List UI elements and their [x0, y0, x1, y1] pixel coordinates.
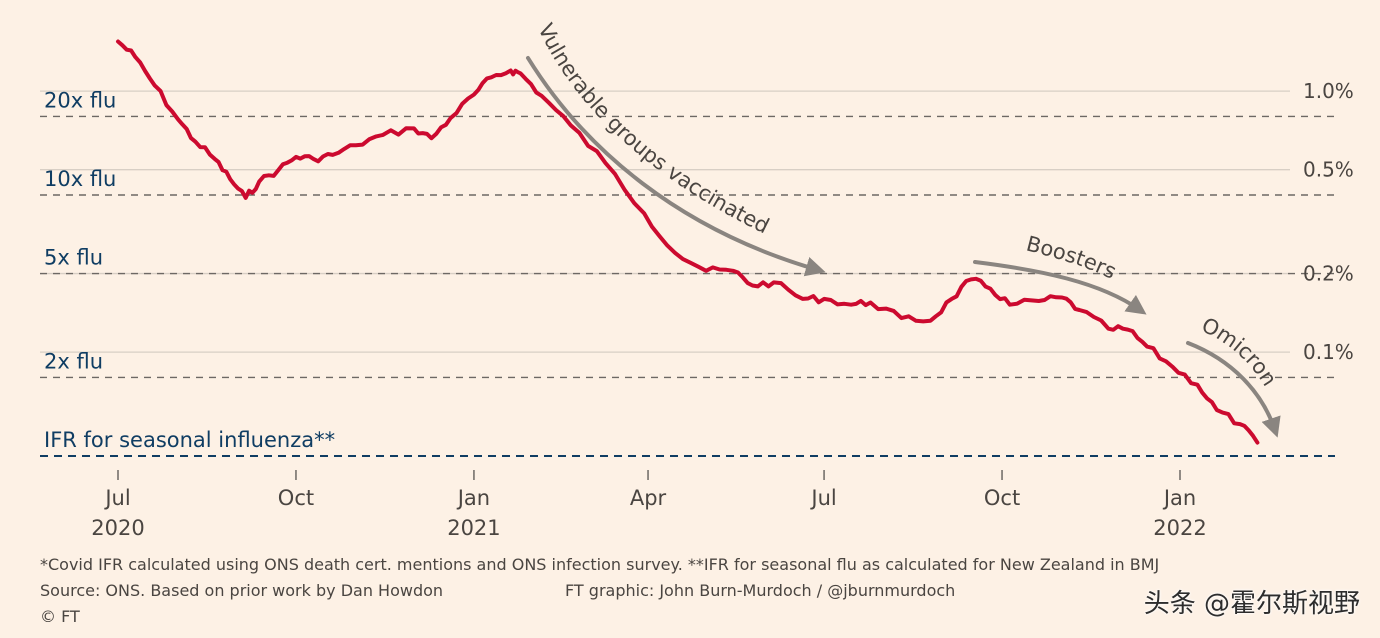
reference-label: IFR for seasonal influenza** — [44, 428, 335, 452]
annotation-label: Boosters — [1024, 232, 1120, 284]
annotation-label: Vulnerable groups vaccinated — [533, 20, 773, 239]
gridlines — [40, 90, 1290, 353]
reference-lines: 20x flu 10x flu 5x flu 2x flu IFR for season… — [40, 88, 1335, 457]
right-axis-label: 1.0% — [1303, 79, 1354, 103]
x-year-label: 2021 — [447, 516, 500, 540]
x-tick-label: Jul — [103, 486, 130, 510]
x-tick-label: Jul — [809, 486, 836, 510]
annotations: Vulnerable groups vaccinatedBoostersOmic… — [526, 20, 1282, 438]
graphic-credit: FT graphic: John Burn-Murdoch / @jburnmu… — [565, 581, 956, 600]
x-tick-label: Oct — [278, 486, 314, 510]
right-axis: 1.0% 0.5% 0.2% 0.1% — [1303, 79, 1354, 364]
annotation-arrow — [526, 56, 826, 277]
right-axis-label: 0.2% — [1303, 262, 1354, 286]
footnote: *Covid IFR calculated using ONS death ce… — [40, 555, 1160, 574]
x-year-label: 2020 — [91, 516, 144, 540]
reference-label: 5x flu — [44, 246, 103, 270]
x-axis: Jul 2020 Oct Jan 2021 Apr Jul Oct Jan 2022 — [91, 470, 1207, 540]
x-tick-label: Jan — [1162, 486, 1196, 510]
source-note: Source: ONS. Based on prior work by Dan … — [40, 581, 444, 600]
copyright: © FT — [40, 607, 80, 626]
x-tick-label: Oct — [984, 486, 1020, 510]
x-tick-label: Apr — [630, 486, 667, 510]
covid-ifr-line — [116, 39, 1260, 445]
reference-label: 2x flu — [44, 349, 103, 373]
annotation-arrow — [1186, 341, 1281, 438]
x-tick-label: Jan — [456, 486, 490, 510]
reference-label: 20x flu — [44, 88, 116, 112]
right-axis-label: 0.1% — [1303, 340, 1354, 364]
right-axis-label: 0.5% — [1303, 158, 1354, 182]
watermark: 头条 @霍尔斯视野 — [1143, 589, 1360, 619]
chart-area: 20x flu 10x flu 5x flu 2x flu IFR for season… — [40, 20, 1354, 540]
annotation-arrow — [973, 260, 1147, 315]
reference-label: 10x flu — [44, 167, 116, 191]
x-year-label: 2022 — [1153, 516, 1206, 540]
